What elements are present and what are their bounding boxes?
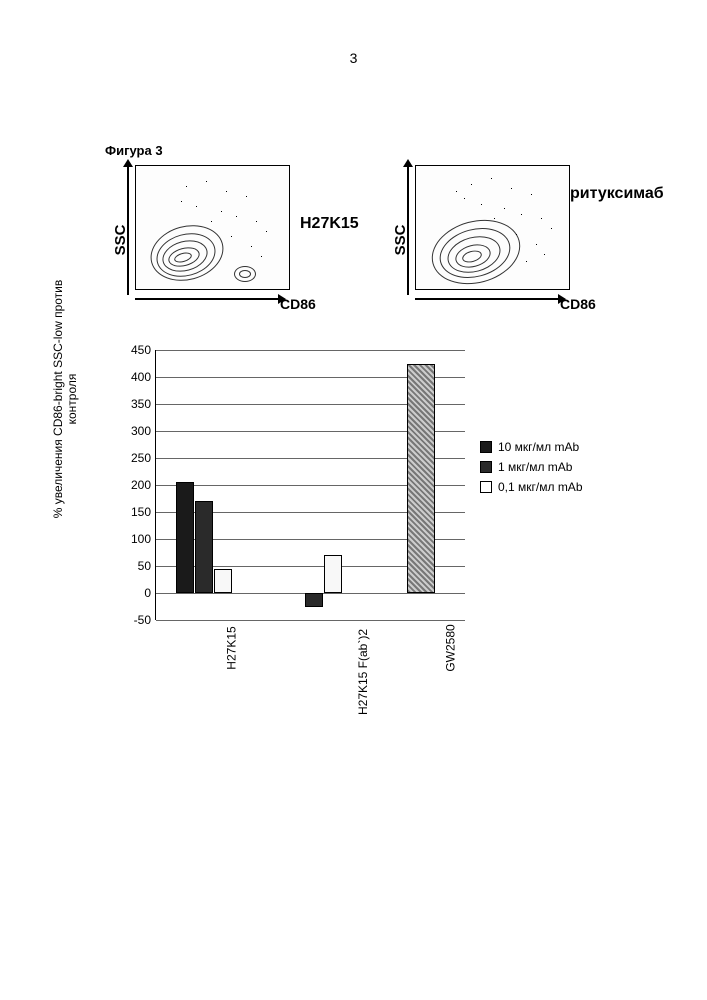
- legend-label: 10 мкг/мл mAb: [498, 440, 579, 454]
- scatter-xlabel: CD86: [280, 296, 316, 312]
- scatter-plot-area-right: [415, 165, 570, 290]
- bar-plot-area: -50050100150200250300350400450: [155, 350, 465, 620]
- bar-category-label: H27K15 F(ab`)2: [356, 629, 370, 715]
- ytick-label: 50: [121, 559, 151, 573]
- figure-label: Фигура 3: [105, 143, 163, 158]
- ytick-label: 450: [121, 343, 151, 357]
- ytick-label: -50: [121, 613, 151, 627]
- bar-ylabel-line1: % увеличения CD86-bright SSC-low против: [51, 280, 65, 519]
- legend-item: 10 мкг/мл mAb: [480, 440, 583, 454]
- legend-swatch-icon: [480, 441, 492, 453]
- gridline: [156, 350, 465, 351]
- bar-chart: % увеличения CD86-bright SSC-low против …: [95, 340, 595, 810]
- scatter-plot-right: SSC CD86 ритуксима: [395, 160, 595, 320]
- bar-category-label: GW2580: [444, 624, 458, 671]
- x-arrow-icon: [135, 298, 280, 300]
- bar-ylabel: % увеличения CD86-bright SSC-low против …: [51, 274, 79, 524]
- legend-item: 1 мкг/мл mAb: [480, 460, 583, 474]
- bar-category-label: H27K15: [225, 626, 239, 669]
- legend-item: 0,1 мкг/мл mAb: [480, 480, 583, 494]
- bar: [407, 364, 435, 594]
- scatter-plots-row: SSC CD86: [115, 160, 595, 320]
- scatter-xlabel: CD86: [560, 296, 596, 312]
- bar: [195, 501, 213, 593]
- ytick-label: 200: [121, 478, 151, 492]
- scatter-title-left: H27K15: [300, 215, 359, 233]
- bar: [305, 593, 323, 607]
- bar: [214, 569, 232, 593]
- y-arrow-icon: [407, 165, 409, 295]
- legend-swatch-icon: [480, 461, 492, 473]
- ytick-label: 250: [121, 451, 151, 465]
- legend-label: 1 мкг/мл mAb: [498, 460, 572, 474]
- bar-ylabel-line2: контроля: [65, 274, 79, 524]
- ytick-label: 0: [121, 586, 151, 600]
- legend-swatch-icon: [480, 481, 492, 493]
- ytick-label: 100: [121, 532, 151, 546]
- bar: [176, 482, 194, 593]
- x-arrow-icon: [415, 298, 560, 300]
- ytick-label: 300: [121, 424, 151, 438]
- page-number: 3: [350, 50, 358, 66]
- ytick-label: 400: [121, 370, 151, 384]
- ytick-label: 350: [121, 397, 151, 411]
- ytick-label: 150: [121, 505, 151, 519]
- gridline: [156, 620, 465, 621]
- legend: 10 мкг/мл mAb 1 мкг/мл mAb 0,1 мкг/мл mA…: [480, 440, 583, 500]
- scatter-plot-area-left: [135, 165, 290, 290]
- scatter-title-right: ритуксимаб: [570, 185, 664, 203]
- bar: [324, 555, 342, 593]
- scatter-plot-left: SSC CD86: [115, 160, 315, 320]
- legend-label: 0,1 мкг/мл mAb: [498, 480, 583, 494]
- y-arrow-icon: [127, 165, 129, 295]
